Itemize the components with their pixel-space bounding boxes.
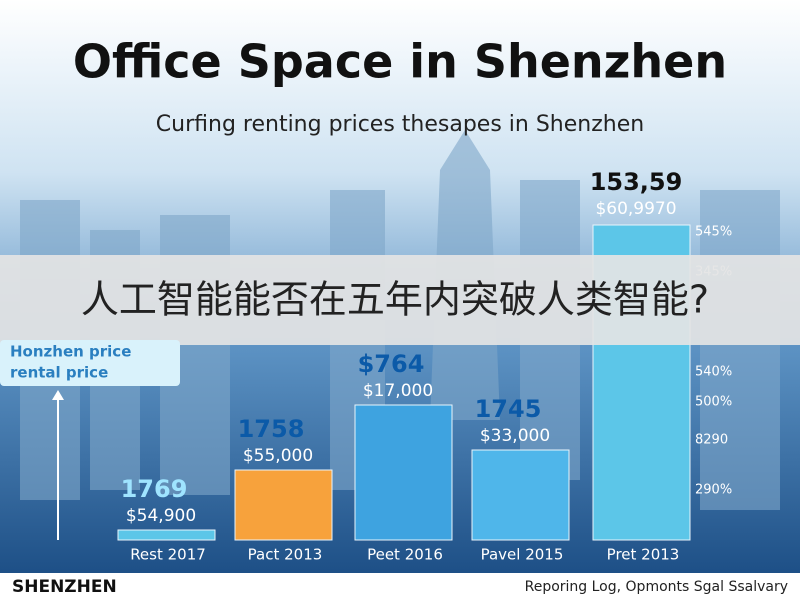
footer-left: SHENZHEN	[12, 577, 117, 597]
subtitle: Curfing renting prices thesapes in Shenz…	[156, 112, 644, 137]
banner-text: 人工智能能否在五年内突破人类智能?	[81, 278, 709, 322]
category-label: Pact 2013	[248, 546, 323, 564]
legend-box	[0, 340, 180, 386]
side-label: 540%	[695, 365, 732, 380]
banner	[0, 255, 800, 345]
bar	[471, 449, 570, 541]
axis-arrow-head	[52, 390, 64, 400]
bar-headline: 1745	[475, 395, 542, 423]
bar-amount: $54,900	[126, 506, 196, 526]
legend-line: rental price	[10, 364, 108, 382]
bar-headline: 153,59	[590, 168, 683, 196]
category-label: Pavel 2015	[481, 546, 564, 564]
bar-amount: $33,000	[480, 426, 550, 446]
category-label: Pret 2013	[607, 546, 680, 564]
bar-amount: $60,9970	[595, 199, 676, 219]
side-label: 545%	[695, 225, 732, 240]
side-label: 8290	[695, 433, 728, 448]
side-label: 500%	[695, 395, 732, 410]
title: Office Space in Shenzhen	[73, 35, 727, 89]
footer-right: Reporing Log, Opmonts Sgal Ssalvary	[525, 579, 788, 595]
bar-amount: $55,000	[243, 446, 313, 466]
bar-amount: $17,000	[363, 381, 433, 401]
side-label: 290%	[695, 483, 732, 498]
bar-headline: 1758	[238, 415, 305, 443]
footer	[0, 573, 800, 600]
category-label: Rest 2017	[130, 546, 206, 564]
bar	[117, 529, 216, 541]
bar-headline: $764	[358, 350, 425, 378]
bar-headline: 1769	[121, 475, 188, 503]
bar	[354, 404, 453, 541]
bar	[234, 469, 333, 541]
category-label: Peet 2016	[367, 546, 443, 564]
legend-line: Honzhen price	[10, 343, 131, 361]
